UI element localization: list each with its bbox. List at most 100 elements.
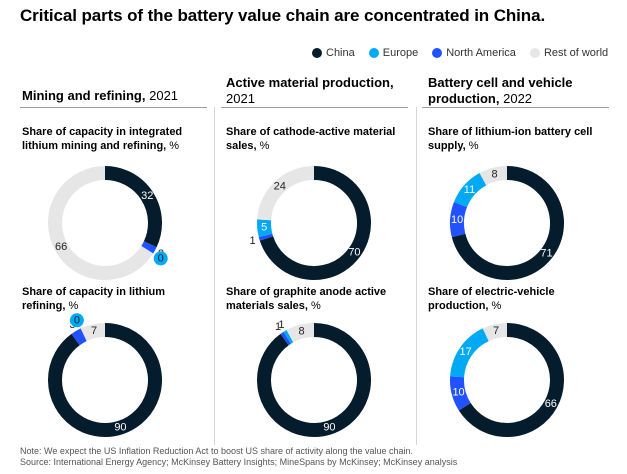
legend-label-rest-of-world: Rest of world (543, 47, 609, 59)
column-rule-battery-cell (422, 107, 609, 108)
data-label-china: 71 (540, 248, 552, 260)
data-label-china: 32 (141, 190, 153, 202)
data-label-china: 90 (323, 422, 335, 434)
chart-title-ev-production-text: Share of electric-vehicle production, (428, 286, 555, 312)
data-label-europe: 17 (460, 346, 472, 358)
slice-rest-of-world (257, 166, 315, 221)
column-header-mining: Mining and refining, 2021 (22, 88, 207, 104)
slice-europe (283, 330, 294, 344)
data-label-rest-of-world: 8 (299, 326, 305, 338)
column-header-active-material: Active material production, 2021 (226, 75, 401, 107)
slice-north-america (280, 331, 292, 346)
data-label-rest-of-world: 7 (493, 325, 499, 337)
donut-lithium-mining: 322066 (48, 166, 168, 280)
legend-swatch-europe (368, 48, 379, 58)
column-header-mining-year: 2021 (145, 88, 179, 103)
slice-china (458, 323, 564, 437)
footnote-note: Note: We expect the US Inflation Reducti… (20, 446, 414, 456)
slice-rest-of-world (286, 323, 315, 343)
data-label-europe: 5 (261, 222, 267, 234)
data-label-europe: 0 (74, 314, 80, 326)
data-label-europe: 1 (278, 319, 284, 331)
legend-label-north-america: North America (446, 47, 516, 59)
slice-china (259, 166, 371, 280)
column-header-mining-bold: Mining and refining, (22, 88, 146, 103)
legend-swatch-china (312, 48, 322, 58)
legend-item-china: China (312, 47, 355, 59)
column-header-battery-cell: Battery cell and vehicle production, 202… (428, 75, 608, 107)
slice-china (451, 166, 564, 280)
column-header-battery-cell-year: 2022 (499, 91, 533, 106)
legend-item-rest-of-world: Rest of world (529, 47, 609, 59)
data-label-china: 66 (545, 398, 557, 410)
chart-title-graphite: Share of graphite anode active materials… (226, 285, 401, 313)
column-header-active-material-year: 2021 (226, 91, 255, 106)
data-label-north-america: 10 (451, 214, 463, 226)
donut-lithium-refining: 90307 (48, 313, 162, 437)
legend-item-europe: Europe (368, 47, 419, 59)
slice-rest-of-world (48, 166, 154, 280)
chart-title-cathode-unit: % (256, 140, 270, 152)
slice-europe (454, 173, 487, 208)
slice-north-america (450, 202, 468, 238)
slice-north-america (450, 376, 471, 411)
column-header-active-material-bold: Active material production, (226, 75, 394, 90)
data-label-north-america: 1 (275, 321, 281, 333)
slice-north-america (71, 328, 87, 346)
chart-title-graphite-text: Share of graphite anode active materials… (226, 286, 387, 312)
data-label-rest-of-world: 24 (274, 181, 286, 193)
data-label-rest-of-world: 7 (91, 325, 97, 337)
data-label-china: 70 (348, 246, 360, 258)
slice-rest-of-world (80, 323, 106, 342)
slice-europe (257, 219, 273, 238)
legend-label-china: China (326, 47, 355, 59)
callout-marker-europe (69, 313, 84, 328)
chart-title-battery-cell: Share of lithium-ion battery cell supply… (428, 125, 603, 153)
column-divider-1 (214, 107, 215, 445)
chart-title-lithium-mining-text: Share of capacity in integrated lithium … (22, 126, 183, 152)
data-label-north-america: 10 (452, 386, 464, 398)
slice-europe (450, 328, 489, 378)
slice-rest-of-world (482, 323, 508, 342)
data-label-north-america: 1 (249, 235, 255, 247)
chart-title-cathode-text: Share of cathode-active material sales, (226, 126, 396, 152)
slice-north-america (258, 233, 274, 241)
footnote-source: Source: International Energy Agency; McK… (20, 457, 458, 467)
footnote: Note: We expect the US Inflation Reducti… (20, 446, 457, 468)
chart-title-lithium-mining: Share of capacity in integrated lithium … (22, 125, 197, 153)
data-label-china: 90 (114, 422, 126, 434)
chart-title-ev-production-unit: % (488, 300, 502, 312)
column-header-battery-cell-bold: Battery cell and vehicle production, (428, 75, 573, 106)
chart-title-lithium-refining-unit: % (65, 300, 79, 312)
chart-title-battery-cell-text: Share of lithium-ion battery cell supply… (428, 126, 593, 152)
legend-swatch-north-america (432, 48, 443, 58)
chart-title-graphite-unit: % (307, 300, 321, 312)
chart-main-title: Critical parts of the battery value chai… (20, 6, 546, 25)
data-label-rest-of-world: 8 (492, 169, 498, 181)
chart-title-lithium-refining: Share of capacity in lithium refining, % (22, 285, 197, 313)
data-label-europe: 0 (158, 252, 164, 264)
column-rule-mining (20, 107, 207, 108)
chart-title-lithium-refining-text: Share of capacity in lithium refining, (22, 286, 166, 312)
slice-rest-of-world (479, 166, 508, 186)
data-label-rest-of-world: 66 (55, 241, 67, 253)
slice-china (257, 323, 371, 437)
data-label-europe: 11 (464, 184, 475, 196)
legend: China Europe North America Rest of world (312, 47, 608, 59)
column-rule-active-material (221, 107, 408, 108)
slice-china (104, 166, 162, 248)
callout-marker-europe (153, 251, 168, 266)
chart-title-battery-cell-unit: % (465, 140, 479, 152)
chart-title-ev-production: Share of electric-vehicle production, % (428, 285, 603, 313)
donut-cathode: 70 15 24 (249, 166, 371, 280)
chart-title-cathode: Share of cathode-active material sales, … (226, 125, 401, 153)
donut-battery-cell: 71 10 11 8 (450, 166, 564, 280)
legend-item-north-america: North America (432, 47, 516, 59)
legend-swatch-rest-of-world (529, 48, 540, 58)
chart-title-lithium-mining-unit: % (166, 140, 180, 152)
column-divider-2 (416, 107, 417, 445)
legend-label-europe: Europe (382, 47, 419, 59)
donut-ev-production: 66 10 17 7 (450, 323, 564, 437)
slice-china (48, 323, 162, 437)
